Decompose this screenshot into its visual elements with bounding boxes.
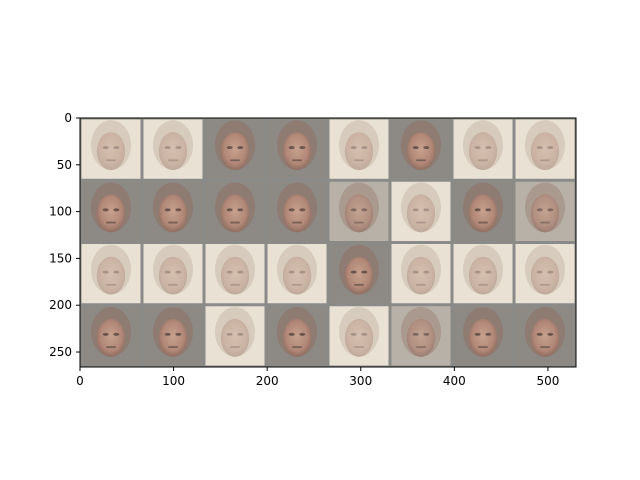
image-tile <box>329 119 389 179</box>
image-area <box>80 118 576 367</box>
y-tick-label: 200 <box>49 298 72 312</box>
image-tile <box>143 181 203 241</box>
y-tick-label: 0 <box>64 111 72 125</box>
image-tile <box>329 306 389 366</box>
y-tick-label: 250 <box>49 345 72 359</box>
x-tick-label: 400 <box>443 374 466 388</box>
image-tile <box>81 306 141 366</box>
y-axis: 0 50 100 150 200 250 <box>49 111 80 359</box>
image-tile <box>391 181 451 241</box>
image-tile <box>205 119 265 179</box>
y-tick-label: 100 <box>49 205 72 219</box>
image-tile <box>205 244 265 304</box>
image-tile <box>143 244 203 304</box>
image-tile <box>267 119 327 179</box>
image-tile <box>81 181 141 241</box>
image-tile <box>515 119 575 179</box>
image-tile <box>515 181 575 241</box>
image-tile <box>81 244 141 304</box>
image-tile <box>329 181 389 241</box>
image-tile <box>515 306 575 366</box>
image-tile <box>453 244 513 304</box>
x-tick-label: 200 <box>256 374 279 388</box>
image-tile <box>143 306 203 366</box>
image-tile <box>453 306 513 366</box>
image-tile <box>267 244 327 304</box>
x-tick-label: 0 <box>76 374 84 388</box>
image-tile <box>391 119 451 179</box>
x-axis: 0 100 200 300 400 500 <box>76 367 559 388</box>
axes-frame <box>79 117 577 368</box>
image-tile <box>205 181 265 241</box>
image-tile <box>329 244 389 304</box>
image-tile <box>81 119 141 179</box>
image-tile <box>267 306 327 366</box>
image-tile <box>391 306 451 366</box>
image-tile <box>453 181 513 241</box>
y-tick-label: 50 <box>57 158 72 172</box>
image-tile <box>267 181 327 241</box>
x-tick-label: 100 <box>162 374 185 388</box>
image-tile <box>515 244 575 304</box>
image-tile <box>143 119 203 179</box>
image-tile <box>391 244 451 304</box>
y-tick-label: 150 <box>49 251 72 265</box>
image-tile <box>453 119 513 179</box>
x-tick-label: 300 <box>349 374 372 388</box>
x-tick-label: 500 <box>536 374 559 388</box>
image-tile <box>205 306 265 366</box>
